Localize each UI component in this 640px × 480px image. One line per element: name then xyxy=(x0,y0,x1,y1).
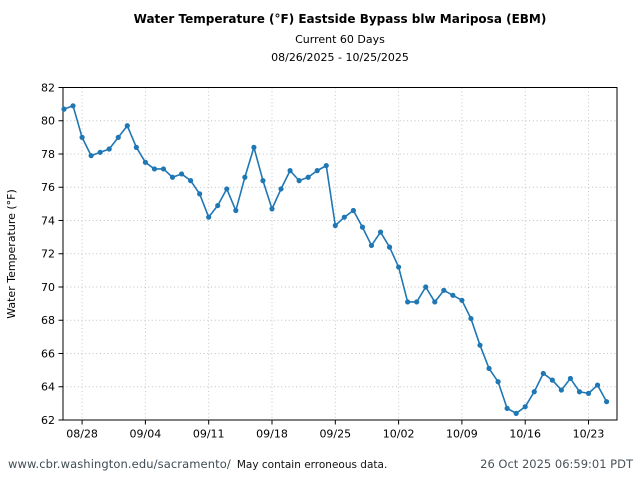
data-point-marker xyxy=(287,168,293,174)
data-point-marker xyxy=(206,214,212,220)
render-timestamp: 26 Oct 2025 06:59:01 PDT xyxy=(480,457,633,471)
data-point-marker xyxy=(522,404,528,410)
y-axis-label: Water Temperature (°F) xyxy=(5,189,18,319)
x-tick-label: 09/25 xyxy=(319,428,351,441)
x-tick-label: 09/18 xyxy=(256,428,288,441)
data-point-marker xyxy=(603,399,610,405)
data-point-marker xyxy=(323,163,329,169)
chart-subtitle: Current 60 Days xyxy=(295,33,385,46)
data-point-marker xyxy=(314,168,320,174)
data-point-marker xyxy=(540,370,546,377)
data-point-marker xyxy=(332,222,338,229)
data-point-marker xyxy=(142,159,148,165)
data-point-marker xyxy=(97,149,103,155)
data-point-marker xyxy=(504,405,510,411)
chart-date-range: 08/26/2025 - 10/25/2025 xyxy=(271,51,409,64)
data-point-marker xyxy=(188,178,194,184)
data-point-marker xyxy=(558,387,564,393)
y-tick-label: 68 xyxy=(41,314,55,327)
data-point-marker xyxy=(359,224,366,230)
data-point-marker xyxy=(486,365,492,372)
data-point-marker xyxy=(549,377,555,383)
data-point-marker xyxy=(477,342,483,348)
data-point-marker xyxy=(432,299,438,305)
data-point-marker xyxy=(585,390,592,396)
footer: www.cbr.washington.edu/sacramento/ May c… xyxy=(8,457,633,471)
data-point-marker xyxy=(251,144,257,150)
data-point-marker xyxy=(531,389,537,395)
data-point-marker xyxy=(79,134,85,140)
data-point-marker xyxy=(495,379,501,385)
data-point-marker xyxy=(224,186,230,192)
y-tick-label: 76 xyxy=(41,181,55,194)
data-point-marker xyxy=(178,171,185,177)
x-tick-label: 08/28 xyxy=(66,428,98,441)
y-tick-label: 66 xyxy=(41,347,55,360)
data-point-marker xyxy=(260,178,266,184)
x-tick-label: 10/16 xyxy=(509,428,541,441)
data-point-marker xyxy=(160,166,167,172)
y-tick-label: 80 xyxy=(41,115,55,128)
source-url: www.cbr.washington.edu/sacramento/ xyxy=(8,457,231,471)
data-point-marker xyxy=(441,287,447,293)
y-tick-label: 72 xyxy=(41,248,55,261)
data-point-marker xyxy=(567,375,574,382)
chart-title: Water Temperature (°F) Eastside Bypass b… xyxy=(134,12,547,26)
data-point-marker xyxy=(341,214,347,220)
temperature-line xyxy=(63,104,608,415)
x-tick-label: 09/04 xyxy=(130,428,162,441)
data-point-marker xyxy=(124,123,130,129)
data-point-marker xyxy=(115,134,121,140)
data-point-marker xyxy=(468,315,474,322)
plot-layer: 62 64 66 68 70 72 74 76 78 80 82 08/28 09/04 09/11 09/… xyxy=(41,81,618,441)
data-point-marker xyxy=(215,202,221,209)
data-point-marker xyxy=(278,186,284,192)
data-point-marker xyxy=(88,153,94,159)
data-point-marker xyxy=(242,174,248,180)
data-point-marker xyxy=(576,389,583,395)
data-point-marker xyxy=(233,207,239,214)
data-point-marker xyxy=(350,207,356,214)
y-tick-label: 78 xyxy=(41,148,55,161)
data-point-marker xyxy=(197,191,203,197)
data-point-marker xyxy=(368,242,375,249)
data-point-marker xyxy=(450,292,456,298)
footer-left: www.cbr.washington.edu/sacramento/ May c… xyxy=(8,457,387,471)
data-point-marker xyxy=(133,144,139,150)
data-point-marker xyxy=(423,284,429,290)
data-point-marker xyxy=(513,410,519,416)
x-tick-label: 09/11 xyxy=(193,428,225,441)
data-point-marker xyxy=(386,244,393,250)
data-point-marker xyxy=(169,174,176,180)
y-tick-label: 70 xyxy=(41,281,55,294)
data-point-marker xyxy=(459,297,465,303)
x-tick-label: 10/23 xyxy=(573,428,605,441)
data-point-marker xyxy=(594,382,601,388)
data-point-marker xyxy=(414,299,420,305)
x-tick-label: 10/09 xyxy=(446,428,478,441)
y-tick-label: 62 xyxy=(41,414,55,427)
data-point-marker xyxy=(70,103,76,109)
y-tick-label: 64 xyxy=(41,381,55,394)
data-point-marker xyxy=(269,206,275,212)
data-point-marker xyxy=(296,178,302,184)
y-tick-label: 74 xyxy=(41,214,55,227)
data-point-marker xyxy=(405,299,411,305)
disclaimer-text: May contain erroneous data. xyxy=(236,459,388,471)
data-point-marker xyxy=(396,264,402,270)
x-tick-label: 10/02 xyxy=(383,428,415,441)
data-point-marker xyxy=(377,229,384,235)
y-tick-label: 82 xyxy=(41,81,55,94)
data-point-marker xyxy=(305,174,311,180)
data-point-marker xyxy=(151,166,158,172)
data-point-marker xyxy=(106,146,112,152)
data-point-marker xyxy=(61,106,67,112)
